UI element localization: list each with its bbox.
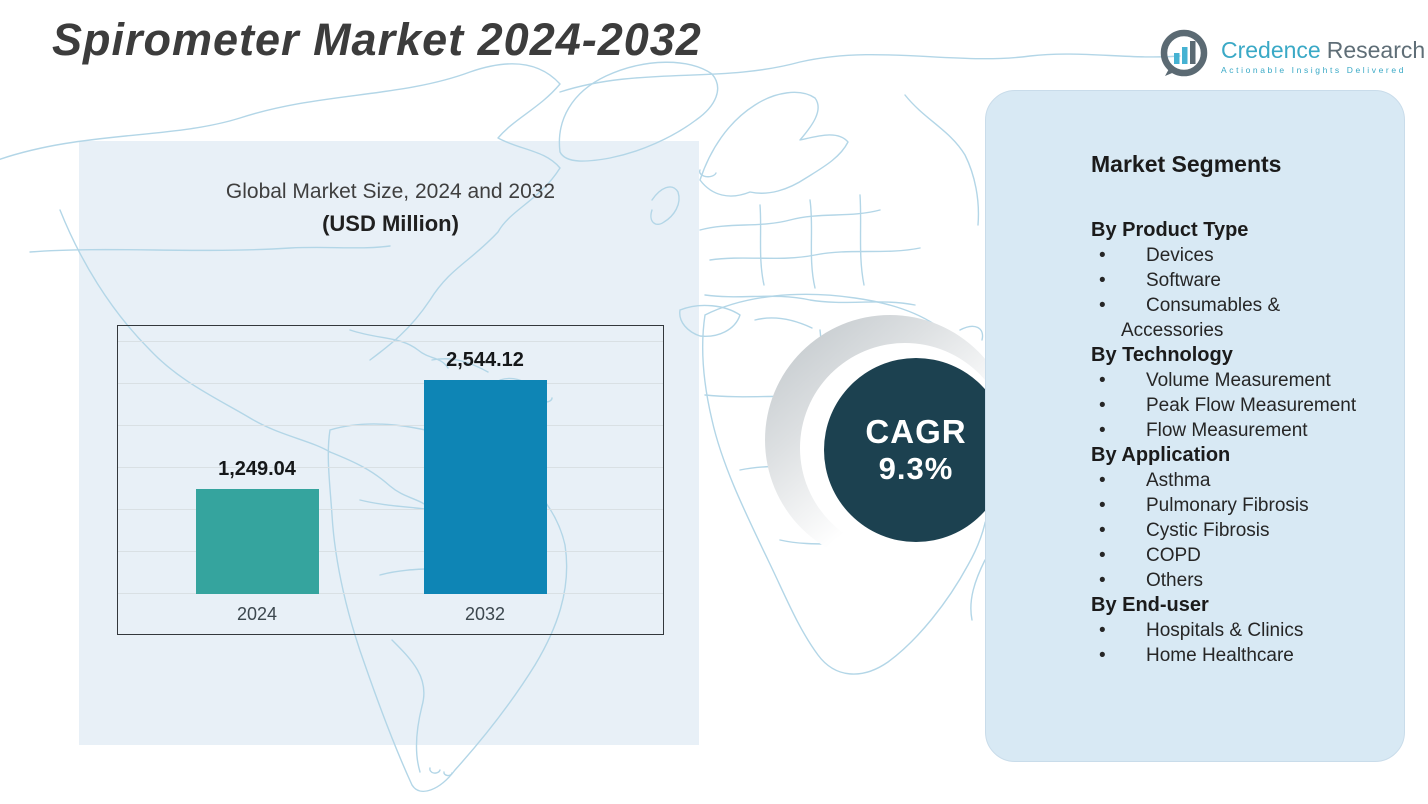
segment-item: Hospitals & Clinics <box>1091 618 1361 643</box>
brand-logo: Credence Research Actionable Insights Del… <box>1157 26 1425 85</box>
chart-subtitle: (USD Million) <box>322 211 459 236</box>
segment-group-label: By Product Type <box>1091 219 1249 241</box>
segment-item: Consumables & Accessories <box>1091 293 1361 343</box>
chart-title: Global Market Size, 2024 and 2032 <box>225 180 556 203</box>
bar-category-label: 2024 <box>236 604 278 624</box>
gridline <box>118 341 663 342</box>
page-title: Spirometer Market 2024-2032 <box>52 14 702 65</box>
bar-2032 <box>423 380 547 594</box>
segment-group-label: By Application <box>1091 444 1231 466</box>
segment-item: Home Healthcare <box>1091 643 1361 668</box>
segment-item: Peak Flow Measurement <box>1091 393 1361 418</box>
bar-category-label: 2032 <box>464 604 506 624</box>
gridline <box>118 509 663 510</box>
segment-item: Others <box>1091 568 1361 593</box>
segment-item: Software <box>1091 268 1361 293</box>
bar-value-label: 1,249.04 <box>218 458 296 481</box>
gridline <box>118 551 663 552</box>
segment-item: COPD <box>1091 543 1361 568</box>
gridline <box>118 593 663 594</box>
segment-group-label: By Technology <box>1091 344 1233 366</box>
segment-item: Devices <box>1091 243 1361 268</box>
brand-name-primary: Credence <box>1221 36 1321 63</box>
brand-name-secondary: Research <box>1326 36 1426 63</box>
segment-item: Asthma <box>1091 468 1361 493</box>
bar-value-label: 2,544.12 <box>446 349 524 372</box>
market-segments-body: Market Segments By Product TypeDevicesSo… <box>986 91 1404 668</box>
market-segments-panel: Market Segments By Product TypeDevicesSo… <box>985 90 1405 762</box>
brand-name: Credence Research <box>1221 37 1425 63</box>
cagr-badge: CAGR 9.3% <box>824 358 1008 542</box>
gridline <box>118 425 663 426</box>
segment-group-label: By End-user <box>1091 594 1209 616</box>
segment-item: Pulmonary Fibrosis <box>1091 493 1361 518</box>
segment-item: Cystic Fibrosis <box>1091 518 1361 543</box>
chart-plot: 1,249.04 2024 2,544.12 2032 <box>117 325 664 635</box>
segment-item: Volume Measurement <box>1091 368 1361 393</box>
gridline <box>118 383 663 384</box>
logo-chart-bubble-icon <box>1157 26 1211 85</box>
gridline <box>118 467 663 468</box>
market-segments-heading: Market Segments <box>1091 151 1282 177</box>
brand-tagline: Actionable Insights Delivered <box>1221 64 1407 75</box>
segment-item: Flow Measurement <box>1091 418 1361 443</box>
chart-backdrop-rect <box>79 141 699 745</box>
market-segments-list: By Product TypeDevicesSoftwareConsumable… <box>1091 218 1376 668</box>
cagr-value: 9.3% <box>878 451 954 486</box>
bar-2024 <box>195 489 319 594</box>
cagr-label: CAGR <box>865 413 967 450</box>
